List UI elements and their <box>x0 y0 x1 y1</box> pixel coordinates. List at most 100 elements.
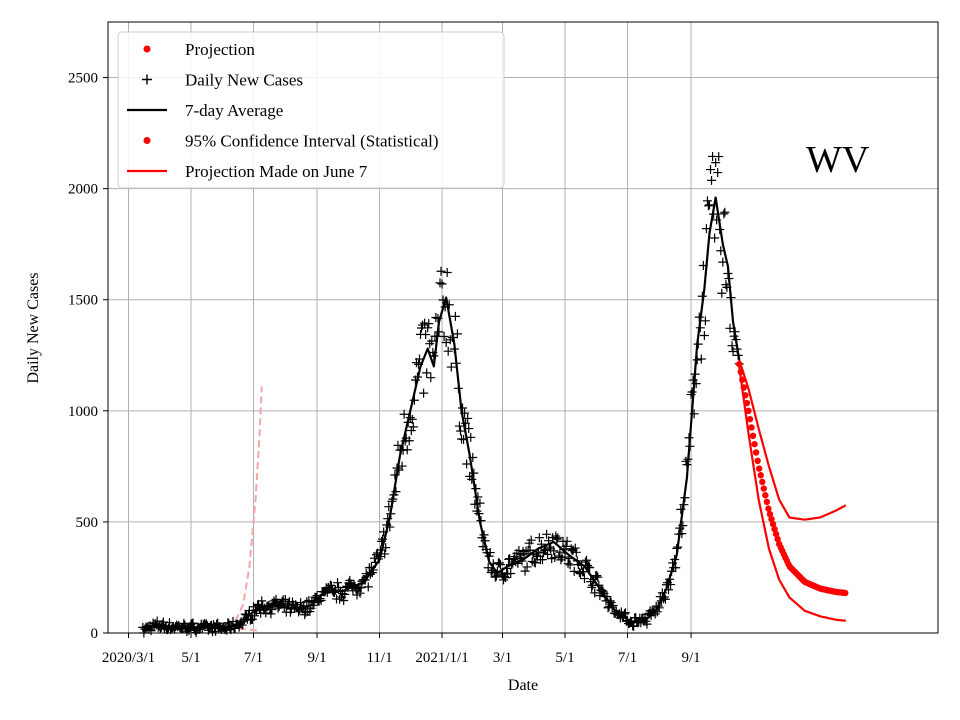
daily-case-marker <box>261 608 271 618</box>
x-tick-label: 5/1 <box>555 650 574 666</box>
daily-case-marker <box>316 596 326 606</box>
legend-label: 95% Confidence Interval (Statistical) <box>185 132 439 151</box>
projection-dot <box>763 498 771 506</box>
projection-dot <box>765 505 772 512</box>
daily-case-marker <box>587 582 597 592</box>
daily-case-marker <box>506 569 516 579</box>
daily-case-marker <box>703 201 713 211</box>
daily-case-marker <box>561 541 571 551</box>
x-tick-label: 11/1 <box>366 650 392 666</box>
daily-case-marker <box>727 341 737 351</box>
daily-case-marker <box>339 595 349 605</box>
legend-marker-dot <box>143 45 151 53</box>
projection-dot <box>736 360 743 368</box>
projection-dot <box>762 492 769 499</box>
daily-case-marker <box>326 581 336 591</box>
daily-case-marker <box>562 536 572 546</box>
daily-case-marker <box>543 549 553 559</box>
projection-dot <box>769 520 777 528</box>
daily-case-marker <box>569 566 579 576</box>
daily-case-marker <box>418 320 428 330</box>
projection-dot <box>768 515 775 523</box>
daily-case-marker <box>421 330 431 340</box>
daily-case-marker <box>426 373 436 383</box>
daily-case-marker <box>335 594 345 604</box>
x-tick-label: 2021/1/1 <box>415 650 468 666</box>
daily-case-marker <box>444 300 454 310</box>
projection-dot <box>737 368 744 376</box>
projection-dot <box>755 465 763 472</box>
legend-marker-plus <box>142 74 152 85</box>
daily-case-marker <box>443 346 453 356</box>
daily-case-marker <box>266 609 276 619</box>
legend: Projection Daily New Cases 7-day Average 95… <box>117 31 505 189</box>
daily-case-marker <box>530 558 540 568</box>
y-tick-label: 2000 <box>68 182 98 198</box>
daily-case-marker <box>620 608 630 618</box>
projection-dot <box>774 535 781 543</box>
daily-case-marker <box>188 618 198 628</box>
daily-case-marker <box>450 311 460 321</box>
daily-case-marker <box>402 445 412 455</box>
y-tick-label: 0 <box>91 626 99 642</box>
daily-case-marker <box>406 426 416 436</box>
x-tick-label: 5/1 <box>181 650 200 666</box>
daily-case-marker <box>552 534 562 544</box>
legend-box <box>117 31 505 189</box>
daily-case-marker <box>696 354 706 364</box>
daily-case-marker <box>442 268 452 278</box>
projection-dot <box>760 485 768 492</box>
daily-case-marker <box>534 533 544 543</box>
daily-case-marker <box>393 440 403 450</box>
daily-case-marker <box>250 611 260 621</box>
daily-case-marker <box>452 329 462 339</box>
legend-label: Projection <box>185 40 255 59</box>
daily-case-marker <box>333 578 343 588</box>
legend-label: Projection Made on June 7 <box>185 162 368 181</box>
daily-case-marker <box>542 529 552 539</box>
y-axis-ticks: 0 500 1000 1500 2000 2500 <box>68 71 108 642</box>
x-axis-title: Date <box>508 677 538 694</box>
projection-dot <box>757 472 764 479</box>
daily-case-marker <box>152 616 162 626</box>
daily-case-marker <box>439 332 449 342</box>
y-tick-label: 1500 <box>68 293 98 309</box>
plot-frame <box>107 21 939 634</box>
projection-dot <box>749 432 757 440</box>
daily-case-marker <box>427 336 437 346</box>
daily-case-marker <box>718 257 728 267</box>
daily-case-marker <box>707 175 717 185</box>
daily-case-marker <box>704 200 714 210</box>
seven-day-average-line <box>142 196 741 632</box>
state-label: WV <box>806 139 870 181</box>
daily-case-marker <box>302 597 312 607</box>
projection-dot <box>766 510 774 518</box>
daily-case-marker <box>390 470 400 480</box>
daily-case-marker <box>713 168 723 178</box>
projection-dot <box>759 478 766 486</box>
x-tick-label: 9/1 <box>681 650 700 666</box>
daily-case-marker <box>422 368 432 378</box>
daily-case-marker <box>356 583 366 593</box>
projection-dot <box>752 449 760 456</box>
legend-label: Daily New Cases <box>185 71 303 90</box>
ci-lower-line <box>738 366 846 622</box>
x-tick-label: 2020/3/1 <box>102 650 155 666</box>
daily-case-marker <box>526 535 536 545</box>
daily-case-marker <box>720 207 730 217</box>
daily-case-marker <box>490 572 500 582</box>
daily-case-marker <box>454 421 464 431</box>
daily-case-marker <box>399 409 409 419</box>
daily-case-marker <box>301 607 311 617</box>
daily-case-marker <box>700 316 710 326</box>
daily-case-marker <box>537 555 547 565</box>
daily-case-marker <box>702 196 712 206</box>
daily-case-marker <box>455 426 465 436</box>
daily-case-marker <box>436 266 446 276</box>
projection-dot <box>751 440 758 448</box>
daily-case-marker <box>642 619 652 629</box>
daily-case-marker <box>570 543 580 553</box>
daily-case-marker <box>603 603 613 613</box>
daily-case-marker <box>687 387 697 397</box>
